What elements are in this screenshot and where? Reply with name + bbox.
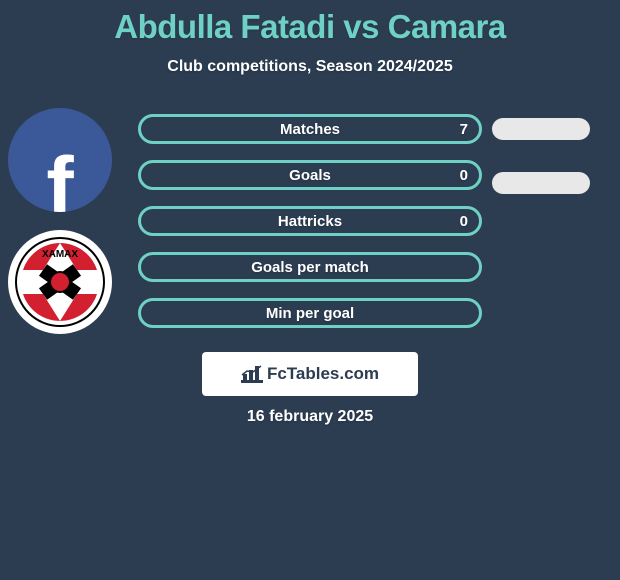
- avatars-column: f XAMAX: [8, 108, 112, 334]
- facebook-icon: f: [46, 157, 73, 212]
- bar-label: Hattricks: [138, 213, 482, 230]
- stat-bar-min-per-goal: Min per goal: [138, 298, 482, 328]
- comparison-pill: [492, 118, 590, 140]
- club-avatar: XAMAX: [8, 230, 112, 334]
- bar-value: 0: [460, 213, 468, 230]
- bar-value: 7: [460, 121, 468, 138]
- svg-text:XAMAX: XAMAX: [42, 249, 78, 260]
- right-pills: [492, 118, 590, 194]
- date-text: 16 february 2025: [0, 408, 620, 426]
- chart-icon: [241, 365, 263, 383]
- facebook-avatar: f: [8, 108, 112, 212]
- bar-value: 0: [460, 167, 468, 184]
- bar-label: Min per goal: [138, 305, 482, 322]
- comparison-pill: [492, 172, 590, 194]
- bar-label: Matches: [138, 121, 482, 138]
- club-logo-icon: XAMAX: [15, 237, 105, 327]
- stat-bar-goals: Goals 0: [138, 160, 482, 190]
- stat-bar-goals-per-match: Goals per match: [138, 252, 482, 282]
- bar-label: Goals: [138, 167, 482, 184]
- brand-badge: FcTables.com: [202, 352, 418, 396]
- stat-bar-hattricks: Hattricks 0: [138, 206, 482, 236]
- subtitle: Club competitions, Season 2024/2025: [167, 58, 452, 76]
- comparison-card: Abdulla Fatadi vs Camara Club competitio…: [0, 0, 620, 580]
- stat-bar-matches: Matches 7: [138, 114, 482, 144]
- bar-label: Goals per match: [138, 259, 482, 276]
- page-title: Abdulla Fatadi vs Camara: [114, 8, 505, 46]
- brand-text: FcTables.com: [267, 364, 379, 384]
- stats-bars: Matches 7 Goals 0 Hattricks 0 Goals per …: [138, 114, 482, 328]
